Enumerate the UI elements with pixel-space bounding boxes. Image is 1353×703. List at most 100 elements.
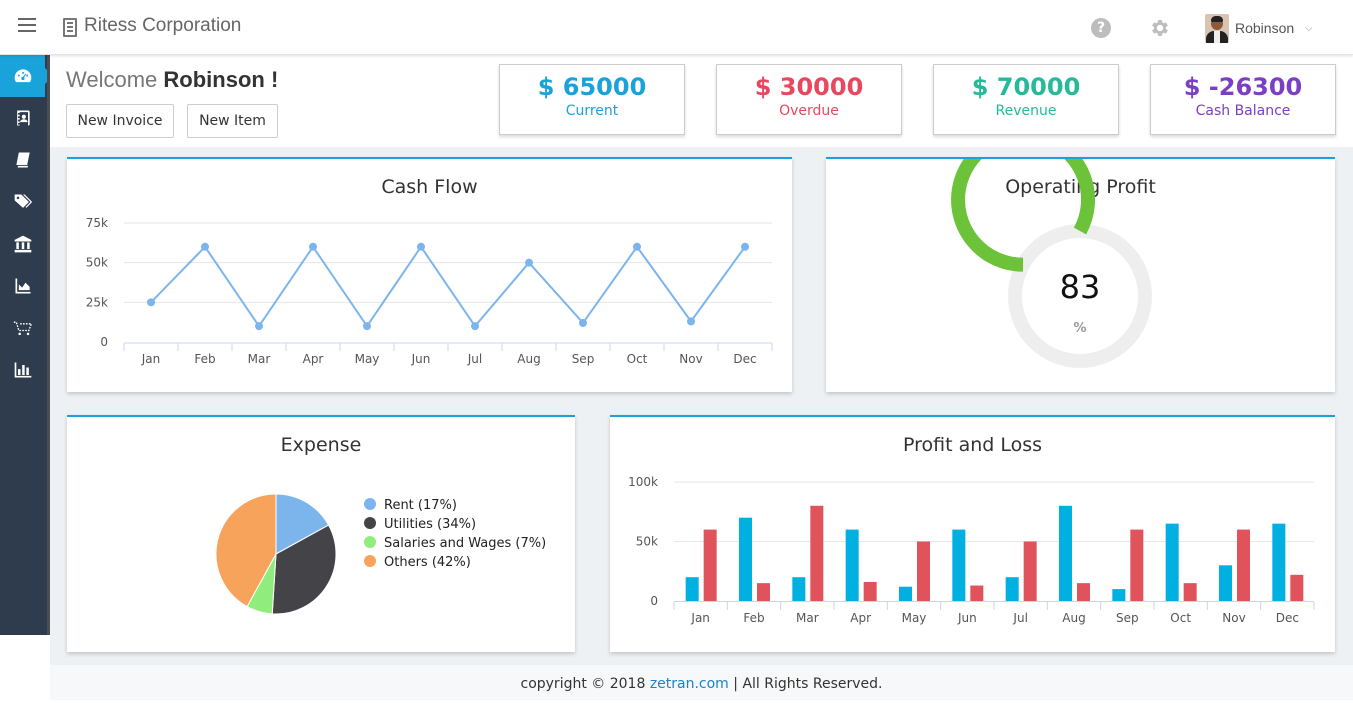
x-tick-label: May bbox=[902, 611, 927, 625]
data-point bbox=[417, 242, 425, 251]
cash-flow-title: Cash Flow bbox=[381, 176, 478, 198]
dashboard-icon bbox=[14, 69, 31, 83]
bar-series-2 bbox=[703, 529, 717, 601]
bar-series-2 bbox=[1237, 529, 1250, 601]
operating-profit-card: Operating Profit 83% bbox=[826, 157, 1335, 392]
sidebar-item-dashboard[interactable] bbox=[0, 55, 53, 97]
new-item-button[interactable]: New Item bbox=[187, 104, 278, 138]
y-tick-label: 50k bbox=[636, 535, 658, 549]
bar-series-2 bbox=[1290, 574, 1304, 601]
sidebar-item-book[interactable] bbox=[0, 139, 45, 181]
bar-series-2 bbox=[1023, 541, 1037, 601]
cash-flow-chart: 0 25k 50k 75k Jan Feb Mar Apr May Jun Jul Aug Sep Oct… bbox=[86, 216, 773, 366]
footer-copyright: copyright © 2018 bbox=[520, 676, 650, 692]
x-tick-label: Jul bbox=[467, 352, 482, 366]
stat-revenue-label: Revenue bbox=[995, 103, 1057, 119]
area-chart-icon bbox=[15, 278, 30, 294]
help-icon[interactable]: ? bbox=[1091, 18, 1111, 38]
gauge-track bbox=[1008, 224, 1152, 368]
chevron-down-icon[interactable]: ⌵ bbox=[1305, 23, 1313, 34]
bar-series-1 bbox=[952, 529, 966, 601]
bar-series-1 bbox=[899, 586, 912, 601]
sidebar-item-tags[interactable] bbox=[0, 181, 45, 223]
gauge-arc bbox=[951, 159, 1096, 272]
x-tick-label: Oct bbox=[627, 352, 648, 366]
sidebar bbox=[0, 55, 53, 635]
bar-series-2 bbox=[917, 541, 930, 601]
stat-current-value: $ 65000 bbox=[537, 73, 647, 101]
cash-flow-card: Cash Flow 0 25k 50k 75k Jan Feb Mar Apr May Jun Ju… bbox=[67, 157, 792, 392]
sidebar-item-cart[interactable] bbox=[0, 307, 45, 349]
welcome-user-name: Robinson ! bbox=[163, 67, 279, 92]
data-point bbox=[525, 258, 533, 267]
data-point bbox=[201, 242, 209, 251]
profit-loss-card: Profit and Loss 0 50k 100k Jan Feb Mar Apr May J… bbox=[610, 415, 1335, 652]
x-tick-label: Aug bbox=[1062, 611, 1085, 625]
x-tick-label: Dec bbox=[733, 352, 756, 366]
stat-cash-balance-value: $ -26300 bbox=[1183, 73, 1303, 101]
legend-label: Salaries and Wages (7%) bbox=[384, 536, 546, 551]
sidebar-item-contacts[interactable] bbox=[0, 97, 45, 139]
user-name[interactable]: Robinson bbox=[1235, 20, 1295, 36]
footer: copyright © 2018 zetran.com | All Rights… bbox=[50, 665, 1353, 700]
avatar[interactable] bbox=[1205, 14, 1229, 43]
pie-slice bbox=[275, 493, 330, 555]
new-invoice-button[interactable]: New Invoice bbox=[66, 104, 174, 138]
x-tick-label: Sep bbox=[1116, 611, 1139, 625]
expense-card: Expense Rent (17%) Utilities (34%) Salarie… bbox=[67, 415, 575, 652]
legend-label: Others (42%) bbox=[384, 555, 471, 570]
sidebar-item-reports[interactable] bbox=[0, 265, 45, 307]
x-tick-label: Aug bbox=[517, 352, 540, 366]
expense-title: Expense bbox=[280, 434, 362, 456]
top-bar: Ritess Corporation ? Robinson ⌵ bbox=[0, 0, 1353, 55]
profit-loss-chart: 0 50k 100k Jan Feb Mar Apr May Jun Jul Aug Sep Oct No… bbox=[628, 475, 1315, 625]
legend-marker bbox=[364, 536, 376, 548]
y-tick-label: 50k bbox=[86, 256, 108, 270]
stat-current[interactable]: $ 65000 Current bbox=[499, 64, 685, 135]
book-icon bbox=[15, 152, 30, 168]
x-tick-label: May bbox=[355, 352, 380, 366]
footer-link[interactable]: zetran.com bbox=[649, 676, 729, 692]
x-tick-label: Jun bbox=[411, 352, 431, 366]
x-tick-label: Nov bbox=[679, 352, 702, 366]
sidebar-item-statistics[interactable] bbox=[0, 349, 45, 391]
hamburger-menu-icon[interactable] bbox=[18, 18, 36, 32]
stat-overdue-label: Overdue bbox=[779, 103, 839, 119]
gear-icon[interactable] bbox=[1149, 17, 1171, 39]
bar-series-2 bbox=[757, 583, 770, 601]
x-tick-label: Jan bbox=[690, 611, 710, 625]
x-tick-label: Dec bbox=[1276, 611, 1299, 625]
footer-rights: | All Rights Reserved. bbox=[728, 676, 883, 692]
y-tick-label: 25k bbox=[86, 295, 108, 309]
stat-cash-balance-label: Cash Balance bbox=[1195, 103, 1291, 119]
welcome-message: Welcome Robinson ! bbox=[66, 67, 279, 92]
stat-revenue[interactable]: $ 70000 Revenue bbox=[933, 64, 1119, 135]
bar-series-2 bbox=[1077, 583, 1090, 601]
data-point bbox=[741, 242, 749, 251]
legend-marker bbox=[364, 517, 376, 529]
bar-series-2 bbox=[810, 505, 824, 601]
legend-marker bbox=[364, 555, 376, 567]
bar-chart-icon bbox=[14, 362, 31, 378]
sidebar-item-bank[interactable] bbox=[0, 223, 45, 265]
bar-series-1 bbox=[685, 577, 699, 601]
x-tick-label: Feb bbox=[743, 611, 764, 625]
bar-series-1 bbox=[739, 517, 752, 601]
bar-series-1 bbox=[792, 577, 806, 601]
x-tick-label: Oct bbox=[1170, 611, 1191, 625]
data-point bbox=[579, 318, 587, 327]
bar-series-1 bbox=[1165, 523, 1179, 601]
x-tick-label: Feb bbox=[194, 352, 215, 366]
stat-overdue[interactable]: $ 30000 Overdue bbox=[716, 64, 902, 135]
x-tick-label: Apr bbox=[850, 611, 871, 625]
gauge-unit: % bbox=[1073, 321, 1086, 336]
x-tick-label: Jan bbox=[141, 352, 161, 366]
cart-icon bbox=[13, 321, 32, 336]
bar-series-1 bbox=[1112, 589, 1126, 601]
pie-slice bbox=[271, 524, 337, 615]
data-point bbox=[255, 322, 263, 331]
pie-slice bbox=[215, 493, 277, 608]
x-tick-label: Nov bbox=[1222, 611, 1245, 625]
operating-profit-gauge: 83% bbox=[951, 159, 1152, 368]
stat-cash-balance[interactable]: $ -26300 Cash Balance bbox=[1150, 64, 1336, 135]
